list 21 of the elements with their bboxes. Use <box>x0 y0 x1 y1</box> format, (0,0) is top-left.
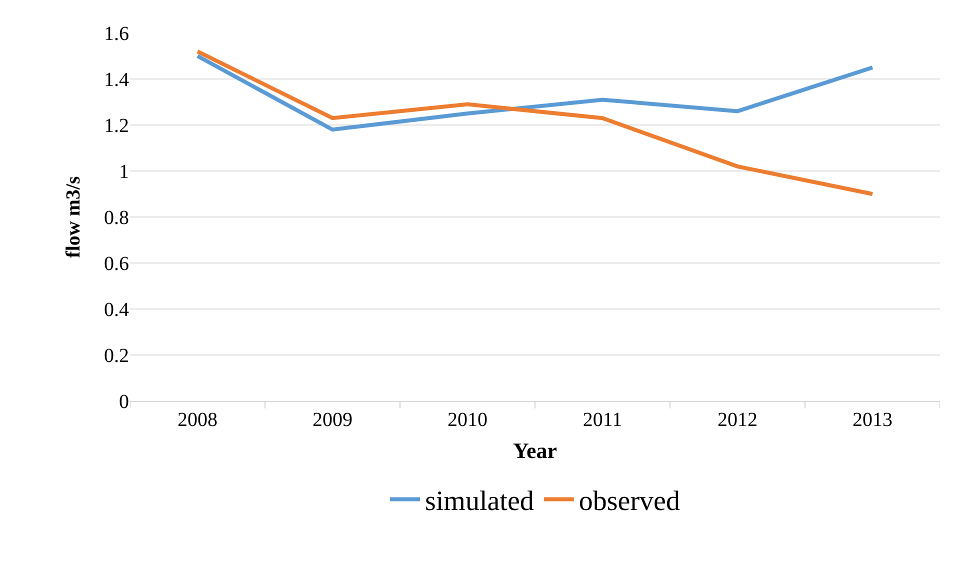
x-axis-title: Year <box>513 438 558 463</box>
y-axis-title: flow m3/s <box>62 176 84 258</box>
x-tick-label: 2010 <box>448 409 488 431</box>
y-tick-label: 1 <box>119 161 129 183</box>
y-tick-label: 0.2 <box>104 345 129 367</box>
x-tick-label: 2011 <box>582 409 622 431</box>
y-tick-label: 0.6 <box>104 253 129 275</box>
x-tick-label: 2009 <box>312 409 352 431</box>
y-tick-label: 1.2 <box>104 115 129 137</box>
line-series <box>196 54 874 132</box>
line-series <box>196 49 874 196</box>
legend-label: simulated <box>425 486 534 518</box>
y-tick-label: 1.4 <box>104 69 129 91</box>
y-tick-label: 0 <box>119 391 129 413</box>
legend-label: observed <box>578 486 680 518</box>
y-tick-label: 0.8 <box>104 207 129 229</box>
x-tick-label: 2013 <box>852 409 892 431</box>
x-tick-label: 2008 <box>178 409 218 431</box>
y-tick-label: 1.6 <box>104 23 129 45</box>
x-tick-label: 2012 <box>718 409 758 431</box>
y-tick-label: 0.4 <box>104 299 129 321</box>
